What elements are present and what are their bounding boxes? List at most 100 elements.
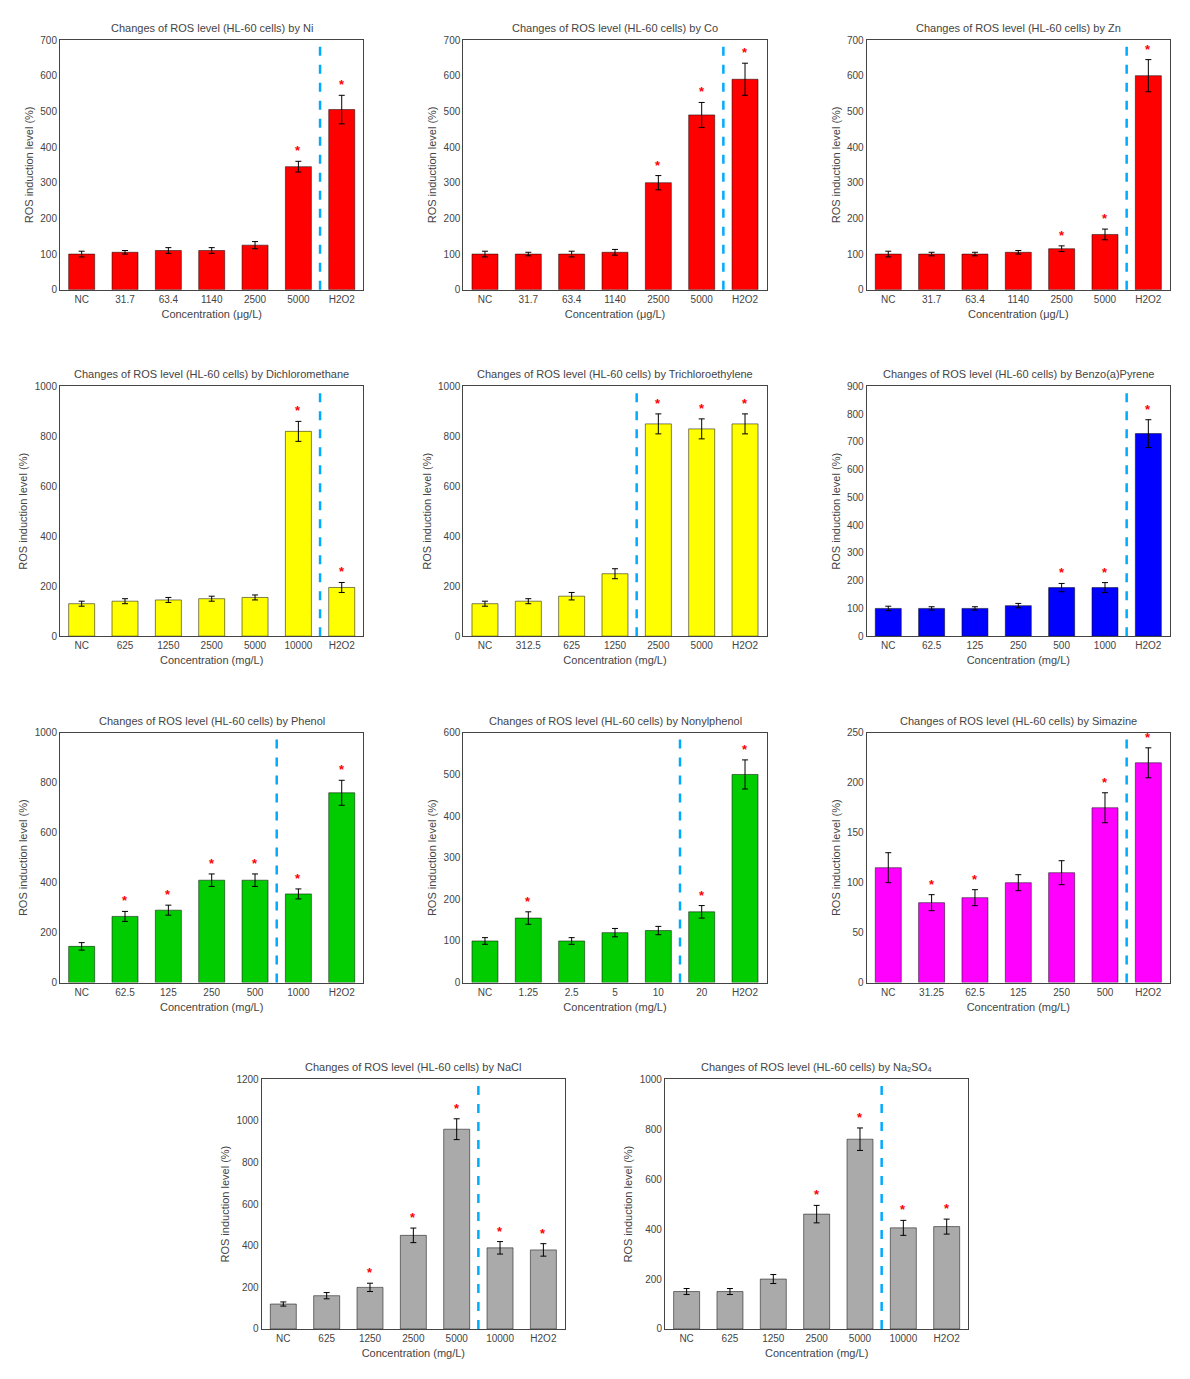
svg-text:*: *	[1145, 402, 1151, 417]
svg-text:10000: 10000	[889, 1333, 917, 1344]
svg-text:*: *	[410, 1210, 416, 1225]
svg-text:63.4: 63.4	[965, 294, 985, 305]
svg-text:Concentration (mg/L): Concentration (mg/L)	[967, 1001, 1070, 1013]
svg-text:300: 300	[444, 852, 461, 863]
svg-text:200: 200	[40, 581, 57, 592]
svg-text:600: 600	[847, 464, 864, 475]
svg-text:600: 600	[40, 827, 57, 838]
svg-text:Changes of ROS level (HL-60 ce: Changes of ROS level (HL-60 cells) by Di…	[74, 368, 349, 380]
svg-text:200: 200	[847, 575, 864, 586]
svg-text:500: 500	[847, 106, 864, 117]
svg-text:125: 125	[1010, 987, 1027, 998]
svg-text:1250: 1250	[359, 1333, 382, 1344]
svg-text:800: 800	[242, 1157, 259, 1168]
svg-text:*: *	[655, 396, 661, 411]
svg-text:1000: 1000	[287, 987, 310, 998]
svg-text:2500: 2500	[647, 640, 670, 651]
svg-text:5: 5	[612, 987, 618, 998]
svg-text:*: *	[165, 887, 171, 902]
svg-text:5000: 5000	[1094, 294, 1117, 305]
svg-text:31.7: 31.7	[115, 294, 135, 305]
svg-text:H2O2: H2O2	[329, 987, 356, 998]
svg-text:400: 400	[40, 877, 57, 888]
svg-text:625: 625	[318, 1333, 335, 1344]
svg-text:100: 100	[847, 877, 864, 888]
svg-text:*: *	[742, 45, 748, 60]
svg-text:NC: NC	[74, 640, 88, 651]
svg-text:1140: 1140	[201, 294, 223, 305]
svg-text:H2O2: H2O2	[1135, 640, 1162, 651]
svg-text:5000: 5000	[691, 640, 714, 651]
svg-text:ROS induction level (%): ROS induction level (%)	[23, 106, 35, 223]
svg-text:400: 400	[40, 531, 57, 542]
svg-text:63.4: 63.4	[159, 294, 179, 305]
svg-text:2500: 2500	[1051, 294, 1074, 305]
svg-text:Concentration (mg/L): Concentration (mg/L)	[967, 654, 1070, 666]
svg-text:31.7: 31.7	[519, 294, 539, 305]
svg-text:H2O2: H2O2	[732, 640, 759, 651]
svg-text:NC: NC	[478, 640, 492, 651]
svg-text:ROS induction level (%): ROS induction level (%)	[219, 1146, 231, 1263]
svg-text:1140: 1140	[604, 294, 626, 305]
svg-text:31.25: 31.25	[919, 987, 944, 998]
svg-text:100: 100	[444, 249, 461, 260]
svg-text:Concentration (mg/L): Concentration (mg/L)	[563, 654, 666, 666]
svg-text:*: *	[944, 1201, 950, 1216]
svg-text:NC: NC	[881, 640, 895, 651]
svg-text:*: *	[1102, 565, 1108, 580]
svg-text:2.5: 2.5	[565, 987, 579, 998]
svg-text:1000: 1000	[35, 381, 58, 392]
svg-text:62.5: 62.5	[965, 987, 985, 998]
svg-text:0: 0	[858, 284, 864, 295]
svg-text:0: 0	[455, 977, 461, 988]
svg-text:200: 200	[444, 581, 461, 592]
svg-text:*: *	[209, 856, 215, 871]
svg-text:*: *	[742, 396, 748, 411]
svg-text:Changes of ROS level (HL-60 ce: Changes of ROS level (HL-60 cells) by Tr…	[477, 368, 753, 380]
svg-text:NC: NC	[881, 987, 895, 998]
svg-text:625: 625	[563, 640, 580, 651]
svg-text:0: 0	[51, 977, 57, 988]
svg-text:800: 800	[40, 431, 57, 442]
svg-text:*: *	[497, 1224, 503, 1239]
svg-text:300: 300	[444, 177, 461, 188]
svg-text:10000: 10000	[284, 640, 312, 651]
svg-text:1000: 1000	[236, 1115, 259, 1126]
svg-text:400: 400	[847, 520, 864, 531]
svg-text:700: 700	[847, 436, 864, 447]
svg-text:ROS induction level (%): ROS induction level (%)	[17, 799, 29, 916]
svg-text:H2O2: H2O2	[1135, 294, 1162, 305]
svg-text:62.5: 62.5	[922, 640, 942, 651]
svg-text:200: 200	[645, 1274, 662, 1285]
svg-text:5000: 5000	[244, 640, 267, 651]
svg-text:2500: 2500	[201, 640, 224, 651]
svg-text:Concentration (mg/L): Concentration (mg/L)	[563, 1001, 666, 1013]
svg-text:0: 0	[455, 284, 461, 295]
svg-text:5000: 5000	[446, 1333, 469, 1344]
svg-text:Concentration (mg/L): Concentration (mg/L)	[160, 654, 263, 666]
svg-text:*: *	[525, 894, 531, 909]
svg-text:10000: 10000	[486, 1333, 514, 1344]
svg-text:*: *	[1102, 775, 1108, 790]
svg-text:*: *	[857, 1110, 863, 1125]
svg-text:*: *	[339, 762, 345, 777]
svg-text:*: *	[295, 143, 301, 158]
svg-text:2500: 2500	[806, 1333, 829, 1344]
svg-text:0: 0	[253, 1323, 259, 1334]
svg-text:700: 700	[444, 35, 461, 46]
svg-text:ROS induction level (%): ROS induction level (%)	[17, 453, 29, 570]
svg-text:1000: 1000	[1094, 640, 1117, 651]
svg-text:0: 0	[656, 1323, 662, 1334]
svg-text:Changes of ROS level (HL-60 ce: Changes of ROS level (HL-60 cells) by No…	[489, 715, 742, 727]
svg-text:ROS induction level (%): ROS induction level (%)	[426, 106, 438, 223]
svg-text:1140: 1140	[1008, 294, 1030, 305]
svg-text:Changes of ROS level (HL-60 ce: Changes of ROS level (HL-60 cells) by Be…	[883, 368, 1154, 380]
svg-text:H2O2: H2O2	[329, 294, 356, 305]
svg-text:600: 600	[40, 481, 57, 492]
svg-text:*: *	[699, 401, 705, 416]
svg-text:1250: 1250	[604, 640, 627, 651]
svg-text:1000: 1000	[438, 381, 461, 392]
svg-text:*: *	[1059, 565, 1065, 580]
svg-text:500: 500	[1097, 987, 1114, 998]
svg-text:500: 500	[247, 987, 264, 998]
